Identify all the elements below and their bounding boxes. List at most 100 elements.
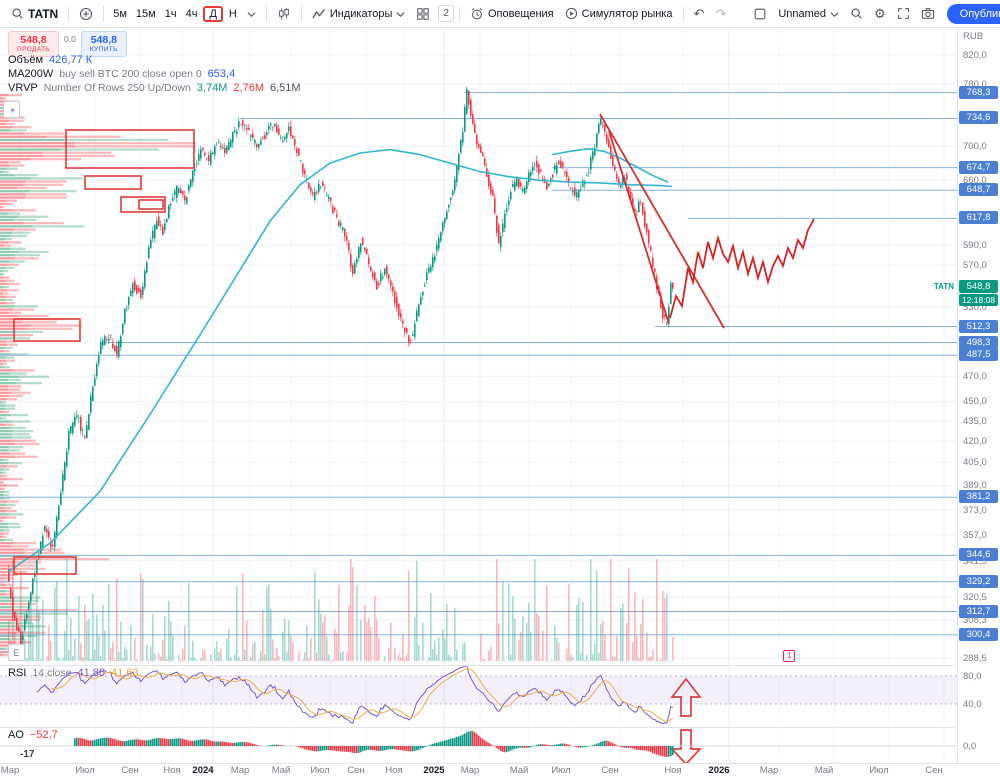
alerts-button[interactable]: Оповещения [465, 4, 559, 24]
toolbar-separator [265, 5, 267, 22]
buy-label: КУПИТЬ [89, 46, 118, 54]
price-tick: 570,0 [963, 259, 987, 271]
price-tick: 470,0 [963, 371, 987, 383]
timeframe-menu-button[interactable] [242, 7, 261, 21]
ao-legend[interactable]: AO −52,7 [8, 729, 58, 741]
toolbar-separator [103, 5, 105, 22]
trade-panel: 548,8 ПРОДАТЬ 0,0 548,8 КУПИТЬ [8, 31, 127, 57]
price-level-label: 734,6 [959, 111, 998, 125]
indicators-button[interactable]: Индикаторы [307, 5, 411, 23]
time-tick: Мар [230, 765, 250, 776]
top-toolbar: TATN 5м 15м 1ч 4ч Д Н Индикаторы [0, 0, 1000, 28]
play-icon [565, 7, 578, 20]
currency-label: RUB [963, 31, 984, 42]
source-badge[interactable]: E [8, 644, 25, 661]
legend-title: VRVP [8, 82, 38, 94]
price-tick: 530,0 [963, 301, 987, 313]
undo-button[interactable]: ↶ [689, 4, 710, 23]
search-icon [850, 7, 863, 20]
sell-button[interactable]: 548,8 ПРОДАТЬ [8, 31, 60, 57]
time-tick: Мар [0, 765, 20, 776]
chart-type-button[interactable] [272, 4, 296, 24]
tool-arrow-icon: ▲ [5, 103, 18, 116]
redo-icon: ↷ [715, 6, 727, 21]
time-tick: Ноя [385, 765, 403, 776]
price-level-label: 344,6 [959, 548, 998, 562]
price-level-label: 498,3 [959, 335, 998, 349]
symbol-search-button[interactable]: TATN [6, 4, 63, 24]
time-tick: Май [814, 765, 834, 776]
toolbar-right-group: Unnamed ⚙ Опублик [748, 3, 1000, 24]
price-tick: 780,0 [963, 78, 987, 90]
time-tick: Мар [460, 765, 480, 776]
settings-button[interactable]: ⚙ [869, 4, 891, 23]
screenshot-button[interactable] [916, 4, 940, 23]
toolbar-separator [68, 5, 70, 22]
price-tick: 357,0 [963, 530, 987, 542]
price-tick: 341,5 [963, 555, 987, 567]
indicators-icon [312, 8, 326, 20]
price-tick: 308,3 [963, 614, 987, 626]
vrvp-legend[interactable]: VRVP Number Of Rows 250 Up/Down 3,74М 2,… [8, 82, 301, 94]
price-tick: 820,0 [963, 50, 987, 61]
timeframe-15m[interactable]: 15м [132, 5, 160, 23]
time-tick: Сен [925, 765, 943, 776]
quick-search-button[interactable] [845, 4, 868, 23]
timeframe-1h[interactable]: 1ч [161, 5, 181, 23]
price-axis[interactable]: RUB 820,0 780,0 700,0 660,0 590,0 570,0 530,0 47… [957, 27, 1000, 764]
time-tick: Ноя [664, 765, 682, 776]
volume-legend[interactable]: Объём 426,77 К [8, 54, 92, 66]
publish-button[interactable]: Опублик [946, 3, 1000, 24]
rsi-tick: 80,0 [963, 671, 982, 682]
timeframe-4h[interactable]: 4ч [182, 5, 202, 23]
candlestick-icon [277, 7, 291, 21]
buy-price: 548,8 [90, 34, 117, 46]
price-tick: 435,0 [963, 415, 987, 427]
time-tick: Сен [121, 765, 139, 776]
price-level-label: 768,3 [959, 85, 998, 99]
legend-value-down: 2,76М [233, 82, 264, 94]
legend-value: −52,7 [29, 729, 58, 741]
price-tick: 288,5 [963, 653, 987, 664]
legend-title: Объём [8, 54, 44, 66]
search-icon [11, 7, 24, 20]
layout-grid-button[interactable] [411, 4, 435, 24]
time-tick: Июл [551, 765, 571, 776]
fullscreen-button[interactable] [892, 4, 915, 23]
redo-button[interactable]: ↷ [710, 4, 731, 23]
sell-label: ПРОДАТЬ [17, 46, 51, 54]
ao-tick: 0,0 [963, 741, 977, 752]
drawing-count-badge[interactable]: 1 [783, 650, 796, 662]
drawings-panel-toggle[interactable]: ▲ [3, 101, 20, 118]
price-level-label: 312,7 [959, 604, 998, 618]
time-axis[interactable]: Мар Июл Сен Ноя 2024 Мар Май Июл Сен Ноя 2025 Мар Ма… [0, 763, 1000, 778]
toolbar-separator [458, 5, 460, 22]
price-chart-canvas[interactable] [0, 27, 958, 765]
toolbar-separator [300, 5, 302, 22]
alarm-clock-icon [470, 7, 484, 21]
indicators-label: Индикаторы [329, 7, 393, 20]
legend-value: 41,86 [77, 667, 105, 679]
save-layout-button[interactable] [748, 4, 772, 24]
legend-params: Number Of Rows 250 Up/Down [43, 82, 191, 94]
ma-legend[interactable]: MA200W buy sell BTC 200 close open 0 653… [8, 68, 235, 80]
timeframe-daily-active[interactable]: Д [203, 5, 223, 22]
chevron-down-icon [247, 10, 256, 18]
legend-params: buy sell BTC 200 close open 0 [59, 68, 202, 80]
chevron-down-icon [396, 10, 405, 18]
buy-button[interactable]: 548,8 КУПИТЬ [80, 31, 127, 57]
add-symbol-button[interactable] [74, 4, 98, 24]
stray-note: -17 [20, 749, 35, 760]
layout-name-button[interactable]: Unnamed [773, 5, 844, 23]
layout-count-badge[interactable]: 2 [438, 5, 454, 22]
settings-gear-icon: ⚙ [874, 6, 886, 21]
time-tick: Мар [759, 765, 779, 776]
price-tick: 373,0 [963, 504, 987, 516]
price-level-label: 300,4 [959, 627, 998, 641]
market-simulator-button[interactable]: Симулятор рынка [560, 4, 678, 23]
timeframe-5m[interactable]: 5м [109, 5, 131, 23]
rsi-legend[interactable]: RSI 14 close 41,86 41,63 [8, 667, 139, 679]
legend-value: 426,77 К [49, 54, 93, 66]
timeframe-weekly[interactable]: Н [225, 5, 241, 23]
time-tick: 2025 [423, 765, 445, 776]
